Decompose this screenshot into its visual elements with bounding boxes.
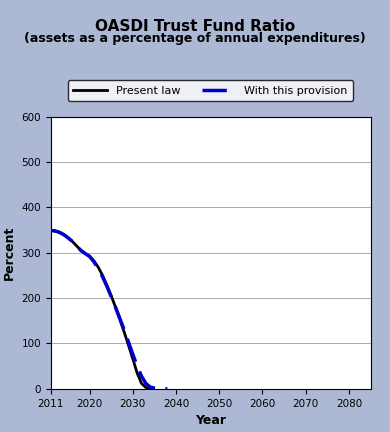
Y-axis label: Percent: Percent <box>3 226 16 280</box>
Text: (assets as a percentage of annual expenditures): (assets as a percentage of annual expend… <box>24 32 366 45</box>
X-axis label: Year: Year <box>195 414 226 427</box>
Text: OASDI Trust Fund Ratio: OASDI Trust Fund Ratio <box>95 19 295 35</box>
Legend: Present law, With this provision: Present law, With this provision <box>68 80 353 101</box>
